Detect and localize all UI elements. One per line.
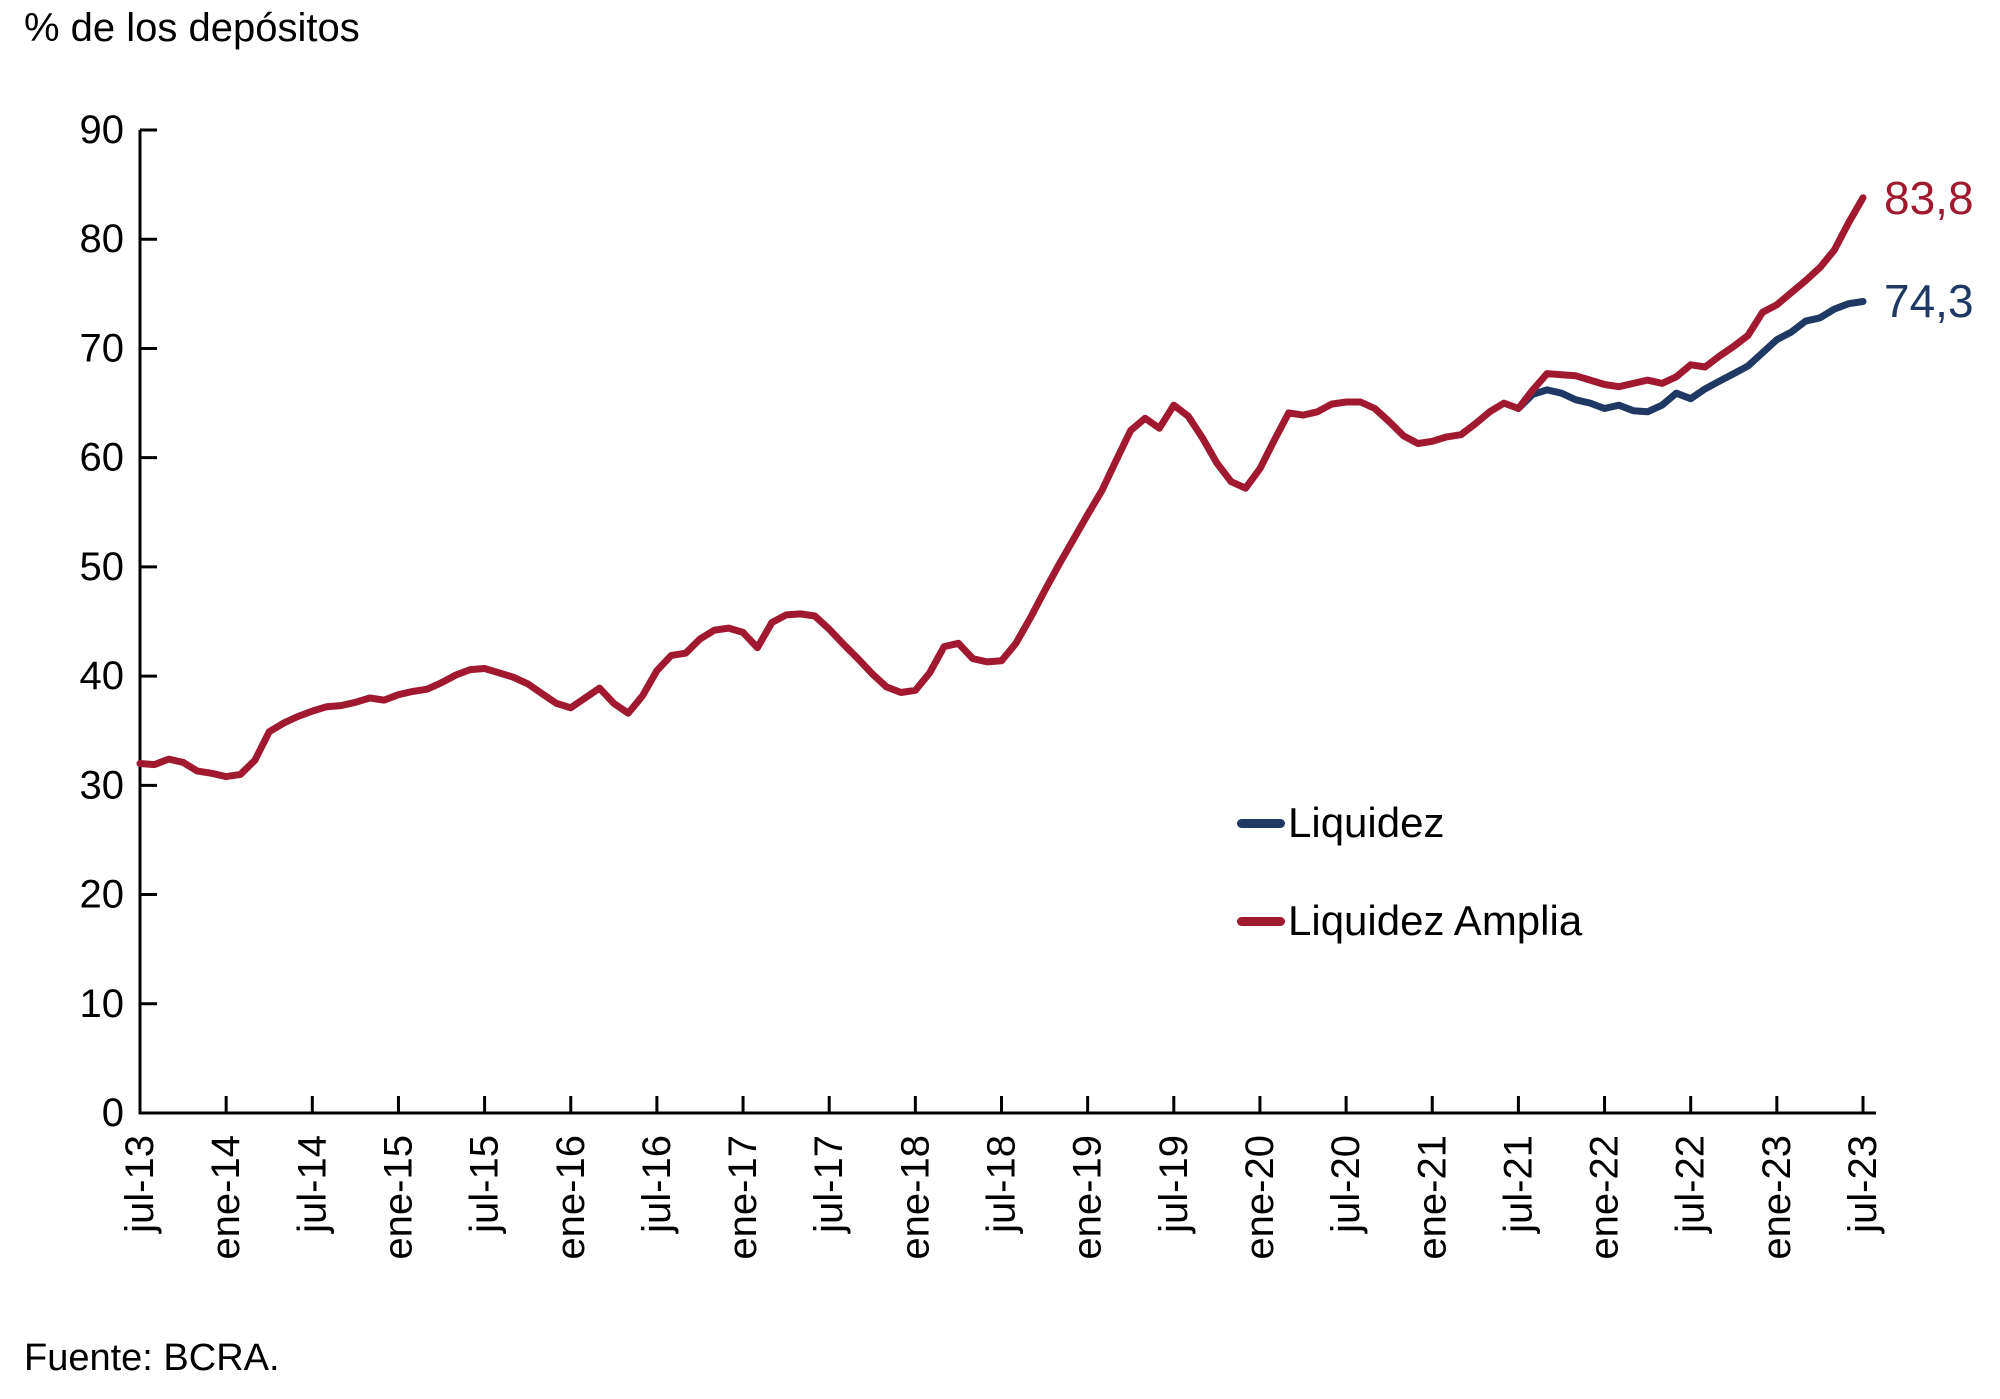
svg-text:70: 70	[80, 326, 125, 370]
svg-text:90: 90	[80, 108, 125, 152]
axes	[138, 130, 1876, 1115]
legend-item-liquidez: Liquidez	[1237, 799, 1445, 846]
svg-text:ene-17: ene-17	[721, 1135, 765, 1260]
legend-item-liquidez-amplia: Liquidez Amplia	[1237, 897, 1583, 944]
svg-text:jul-15: jul-15	[463, 1135, 507, 1234]
y-axis-labels: 0 10 20 30 40 50 60 70 80 90	[80, 108, 125, 1135]
svg-text:20: 20	[80, 873, 125, 917]
svg-text:60: 60	[80, 436, 125, 480]
svg-text:jul-22: jul-22	[1669, 1135, 1713, 1234]
svg-text:ene-16: ene-16	[549, 1135, 593, 1260]
svg-text:jul-20: jul-20	[1324, 1135, 1368, 1234]
svg-text:80: 80	[80, 217, 125, 261]
svg-text:jul-14: jul-14	[290, 1135, 334, 1234]
y-axis-ticks	[140, 128, 157, 1006]
svg-text:jul-17: jul-17	[807, 1135, 851, 1234]
legend-swatch-liquidez-amplia-icon	[1237, 916, 1285, 926]
legend-swatch-liquidez-icon	[1237, 818, 1285, 828]
svg-text:ene-23: ene-23	[1755, 1135, 1799, 1260]
svg-text:jul-23: jul-23	[1841, 1135, 1885, 1234]
svg-text:jul-18: jul-18	[980, 1135, 1024, 1234]
svg-text:jul-21: jul-21	[1496, 1135, 1540, 1234]
end-label-liquidez: 74,3	[1884, 275, 1974, 328]
svg-text:ene-15: ene-15	[376, 1135, 420, 1260]
x-axis-labels: jul-13 ene-14 jul-14 ene-15 jul-15 ene-16 jul-…	[118, 1135, 1885, 1260]
page-title: % de los depósitos	[24, 6, 360, 50]
svg-text:ene-14: ene-14	[204, 1135, 248, 1260]
svg-text:ene-21: ene-21	[1410, 1135, 1454, 1260]
svg-text:ene-19: ene-19	[1066, 1135, 1110, 1260]
source-note: Fuente: BCRA.	[24, 1337, 280, 1379]
svg-text:ene-18: ene-18	[893, 1135, 937, 1260]
svg-text:10: 10	[80, 982, 125, 1026]
svg-text:30: 30	[80, 763, 125, 807]
svg-text:jul-16: jul-16	[635, 1135, 679, 1234]
series-lines	[136, 194, 1867, 781]
legend-label-liquidez: Liquidez	[1288, 799, 1445, 846]
svg-text:40: 40	[80, 654, 125, 698]
svg-text:50: 50	[80, 545, 125, 589]
svg-text:ene-20: ene-20	[1238, 1135, 1282, 1260]
x-axis-ticks	[138, 1096, 1865, 1113]
end-label-liquidez-amplia: 83,8	[1884, 171, 1974, 224]
svg-text:0: 0	[102, 1091, 124, 1135]
svg-text:jul-19: jul-19	[1152, 1135, 1196, 1234]
svg-text:ene-22: ene-22	[1583, 1135, 1627, 1260]
svg-text:jul-13: jul-13	[118, 1135, 162, 1234]
legend-label-liquidez-amplia: Liquidez Amplia	[1288, 897, 1583, 944]
